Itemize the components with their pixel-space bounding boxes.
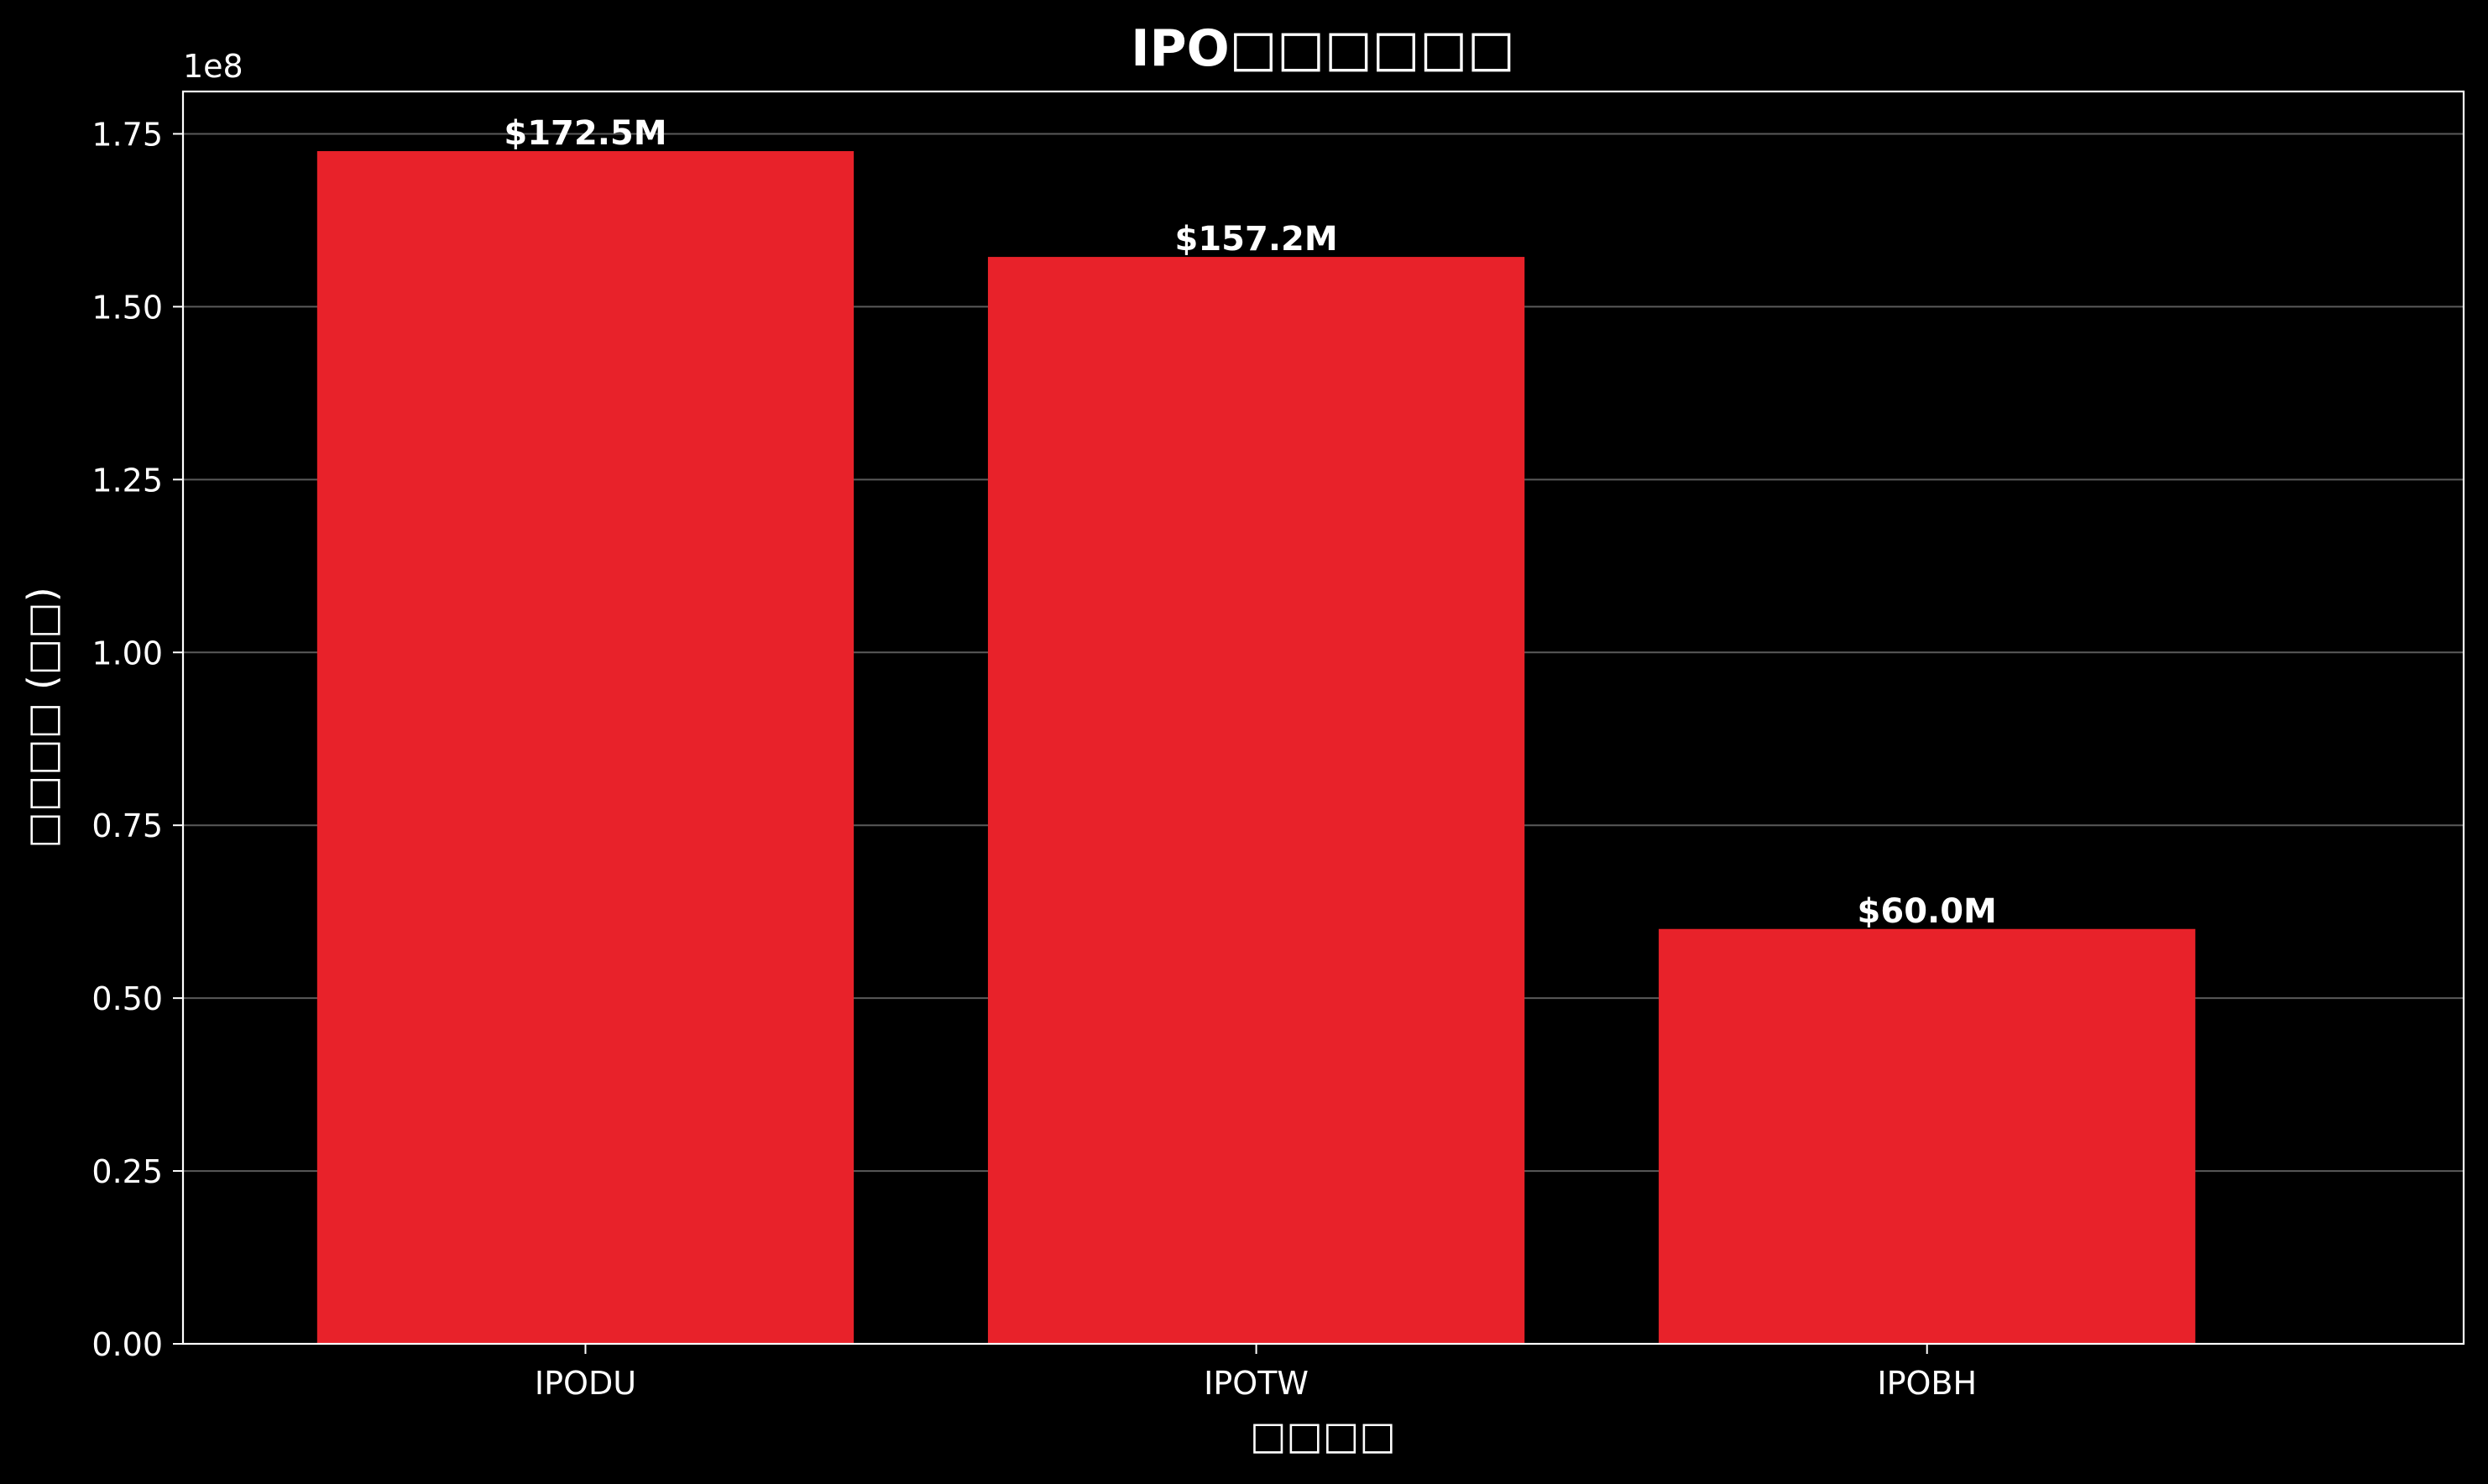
bar-value-label: $60.0M: [1858, 892, 1997, 931]
bar-ipotw: [987, 257, 1525, 1344]
y-tick-label: 0.25: [91, 1153, 163, 1190]
y-tick-label: 0.75: [91, 807, 163, 844]
bar-value-label: $172.5M: [504, 114, 666, 153]
y-tick-label: 1.75: [91, 116, 163, 153]
bars: [316, 151, 2196, 1345]
y-tick-label: 0.50: [91, 980, 163, 1017]
plot-frame: [181, 90, 2465, 1346]
y-axis-ticks: 0.00 0.25 0.50 0.75 1.00 1.25 1.50 1.75: [91, 116, 183, 1363]
bar-ipodu: [316, 151, 855, 1345]
x-tick-label: IPOTW: [1204, 1365, 1309, 1402]
y-tick-label: 1.50: [91, 289, 163, 326]
y-tick-label: 1.25: [91, 462, 163, 499]
x-axis-ticks: IPODU IPOTW IPOBH: [535, 1344, 1977, 1402]
x-tick-label: IPOBH: [1877, 1365, 1977, 1402]
x-tick-label: IPODU: [535, 1365, 636, 1402]
bar-value-labels: $172.5M $157.2M $60.0M: [504, 114, 1996, 931]
bar-ipobh: [1659, 928, 2196, 1344]
y-tick-label: 1.00: [91, 635, 163, 671]
y-tick-label: 0.00: [91, 1326, 163, 1363]
x-axis-label: □□□□: [1250, 1413, 1396, 1458]
chart-title: IPO□□□□□□: [1131, 19, 1514, 78]
y-axis-label: □□□□ (□□): [19, 587, 65, 848]
y-axis-offset-label: 1e8: [183, 48, 243, 85]
bar-value-label: $157.2M: [1175, 220, 1338, 259]
